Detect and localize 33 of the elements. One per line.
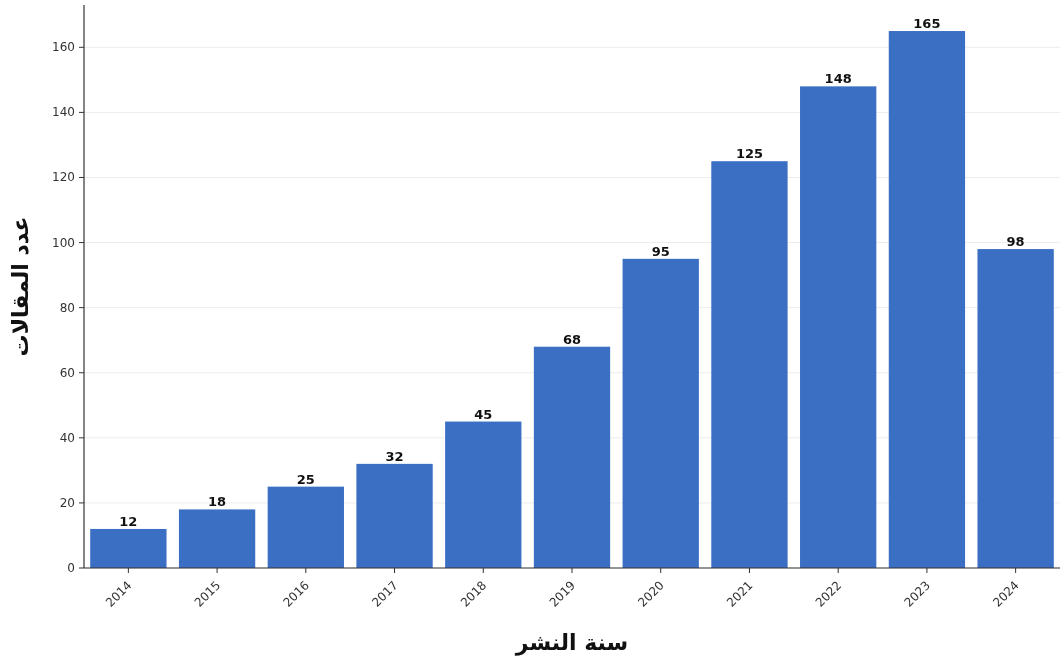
bar bbox=[800, 86, 877, 568]
y-tick-label: 60 bbox=[59, 365, 75, 380]
bar bbox=[533, 346, 611, 568]
data-label: 68 bbox=[562, 331, 582, 347]
y-tick-label: 120 bbox=[52, 170, 75, 185]
data-label: 95 bbox=[651, 243, 670, 259]
data-label: 165 bbox=[913, 16, 941, 32]
y-tick-label: 20 bbox=[59, 495, 75, 510]
y-axis-title: عدد المقالات bbox=[8, 216, 33, 357]
y-tick-label: 80 bbox=[59, 300, 75, 315]
bar bbox=[711, 161, 788, 568]
bar bbox=[90, 528, 167, 568]
bar bbox=[888, 31, 966, 568]
data-label: 25 bbox=[296, 471, 315, 487]
bar bbox=[977, 249, 1054, 568]
y-tick-label: 40 bbox=[59, 430, 75, 445]
data-label: 98 bbox=[1006, 234, 1025, 250]
y-tick-label: 140 bbox=[52, 105, 75, 120]
data-label: 45 bbox=[474, 406, 493, 422]
data-label: 12 bbox=[119, 513, 138, 529]
x-axis-title: سنة النشر bbox=[514, 630, 629, 656]
y-tick-label: 100 bbox=[52, 235, 75, 250]
data-label: 148 bbox=[824, 71, 852, 87]
y-tick-label: 160 bbox=[52, 40, 75, 55]
bar bbox=[267, 486, 344, 568]
bar bbox=[178, 509, 256, 568]
bar bbox=[356, 463, 433, 568]
bar bbox=[445, 421, 522, 568]
data-label: 125 bbox=[735, 146, 764, 162]
data-label: 18 bbox=[208, 494, 227, 510]
data-label: 32 bbox=[385, 448, 404, 464]
bar bbox=[622, 258, 699, 568]
y-tick-label: 0 bbox=[67, 561, 75, 575]
